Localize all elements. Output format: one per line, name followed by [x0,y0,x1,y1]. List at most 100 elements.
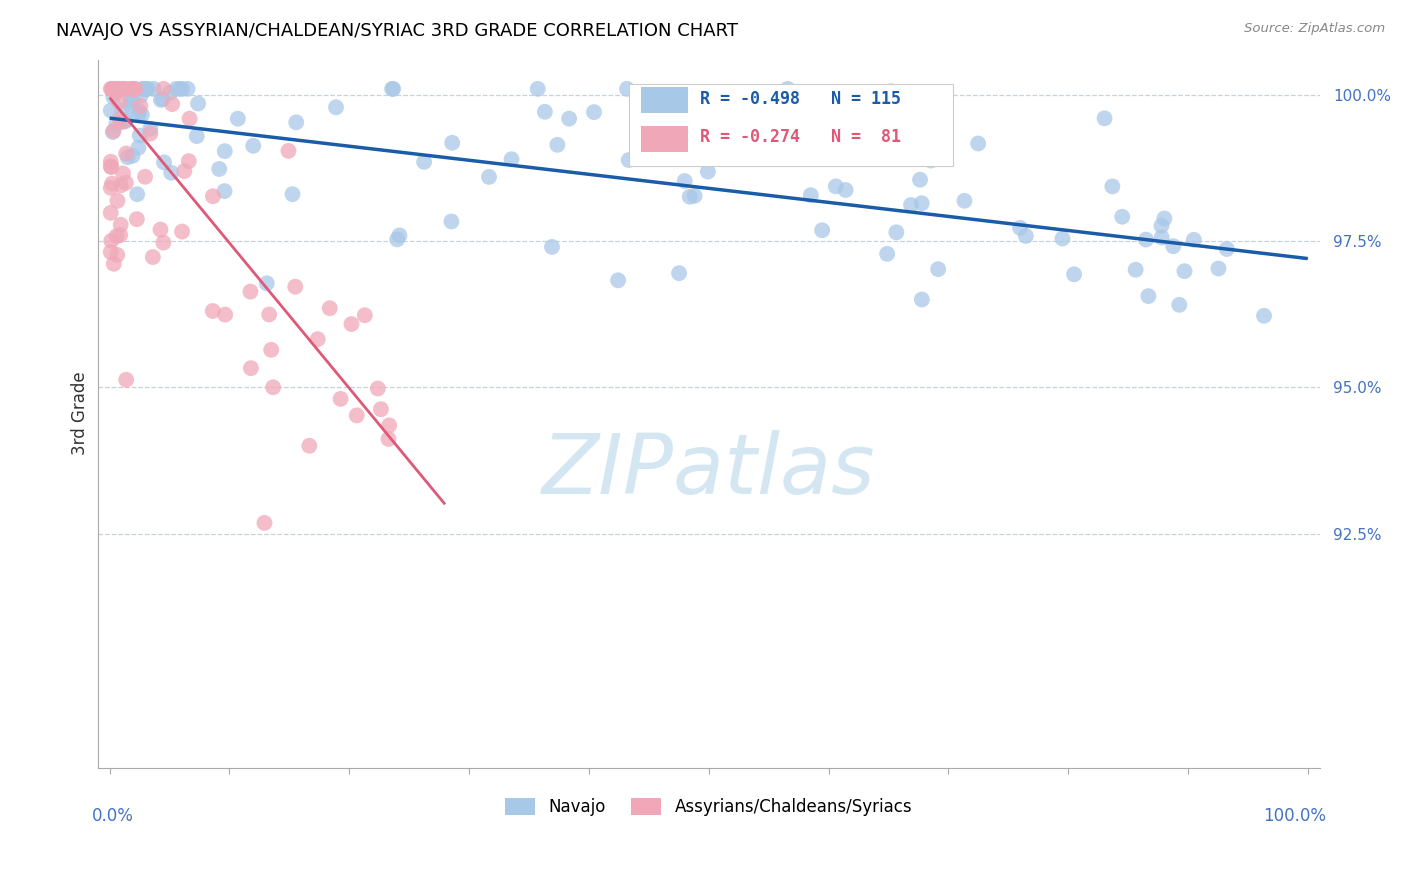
Legend: Navajo, Assyrians/Chaldeans/Syriacs: Navajo, Assyrians/Chaldeans/Syriacs [499,791,918,823]
Point [1173,264,1195,278]
Point [110,218,132,232]
Point [683,189,706,203]
Point [793,149,815,163]
Point [120,92,142,106]
Point [101,125,124,139]
Point [104,82,127,96]
Point [1253,309,1275,323]
Point [152,235,174,250]
Point [108,112,131,127]
Point [340,317,363,331]
Point [114,114,136,128]
Point [546,137,568,152]
Point [110,228,132,243]
Point [668,266,690,280]
Point [824,179,846,194]
Point [120,99,142,113]
Point [1094,112,1116,126]
Point [239,285,262,299]
Point [1161,239,1184,253]
Point [111,115,134,129]
Point [880,84,903,98]
Point [253,516,276,530]
Point [501,153,523,167]
Text: Source: ZipAtlas.com: Source: ZipAtlas.com [1244,22,1385,36]
Point [110,82,132,96]
Point [1015,229,1038,244]
Point [187,96,209,111]
Point [115,176,138,190]
Text: N = 115: N = 115 [831,89,901,108]
Point [1135,233,1157,247]
Point [526,82,548,96]
Point [142,82,165,96]
Point [100,82,122,96]
Point [129,99,152,113]
Point [121,82,143,96]
Point [242,138,264,153]
Point [876,247,898,261]
Point [121,95,143,109]
Point [105,117,128,131]
Point [100,181,122,195]
Point [208,161,231,176]
Point [367,382,389,396]
Point [186,129,208,144]
Point [647,128,669,143]
Point [281,187,304,202]
Point [101,82,124,96]
Point [125,212,148,227]
Point [122,82,145,96]
Point [103,82,125,96]
FancyBboxPatch shape [641,87,688,112]
Point [177,154,200,169]
Point [1101,179,1123,194]
Point [387,232,409,246]
Point [103,257,125,271]
Point [616,82,638,96]
FancyBboxPatch shape [641,126,688,152]
Point [298,439,321,453]
Point [115,113,138,128]
Point [1150,230,1173,244]
Point [440,214,463,228]
Point [132,82,155,96]
Point [277,144,299,158]
Point [142,250,165,264]
Point [378,418,401,433]
Point [103,82,125,96]
Point [260,343,283,357]
Point [834,183,856,197]
Point [953,194,976,208]
Point [1168,298,1191,312]
Point [1150,219,1173,233]
Point [1208,261,1230,276]
Point [679,190,702,204]
Point [377,432,399,446]
Point [100,160,122,174]
Point [127,108,149,122]
Point [101,177,124,191]
Point [100,234,122,248]
Point [132,82,155,96]
Point [413,154,436,169]
Text: NAVAJO VS ASSYRIAN/CHALDEAN/SYRIAC 3RD GRADE CORRELATION CHART: NAVAJO VS ASSYRIAN/CHALDEAN/SYRIAC 3RD G… [56,22,738,40]
Point [111,103,134,118]
Point [226,112,249,126]
Point [108,82,131,96]
Point [1137,289,1160,303]
Point [886,225,908,239]
Point [1010,221,1032,235]
Point [382,82,405,96]
Point [617,153,640,167]
Point [239,361,262,376]
Point [131,108,153,122]
Point [160,166,183,180]
Text: R = -0.498: R = -0.498 [700,89,800,108]
Point [100,245,122,260]
Point [120,82,142,96]
Point [128,104,150,119]
Point [149,222,172,236]
Point [900,198,922,212]
Point [134,82,156,96]
